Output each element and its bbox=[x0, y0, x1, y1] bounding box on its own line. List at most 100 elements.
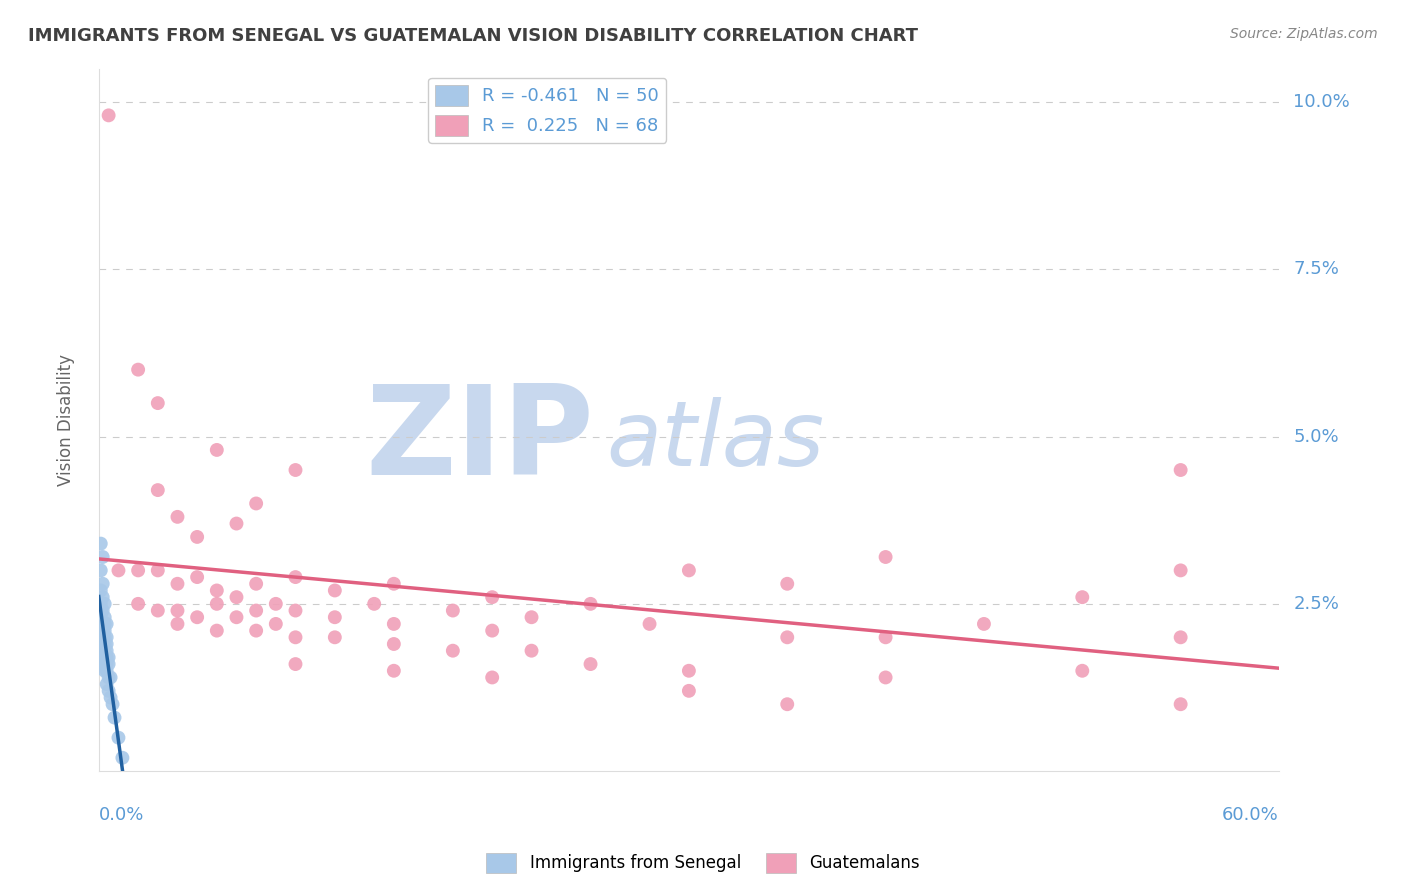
Point bbox=[776, 576, 799, 591]
Point bbox=[205, 583, 228, 598]
Text: 7.5%: 7.5% bbox=[1294, 260, 1339, 278]
Point bbox=[146, 563, 169, 577]
Point bbox=[96, 650, 118, 665]
Point bbox=[91, 549, 114, 564]
Point bbox=[166, 576, 188, 591]
Point bbox=[481, 670, 503, 684]
Point bbox=[264, 597, 287, 611]
Point bbox=[776, 630, 799, 644]
Point bbox=[90, 610, 112, 624]
Point bbox=[90, 603, 112, 617]
Point bbox=[245, 603, 267, 617]
Point bbox=[382, 576, 405, 591]
Point bbox=[245, 576, 267, 591]
Point bbox=[93, 650, 115, 665]
Point bbox=[875, 670, 897, 684]
Point bbox=[90, 637, 112, 651]
Point bbox=[90, 563, 112, 577]
Point bbox=[127, 563, 149, 577]
Point bbox=[93, 630, 115, 644]
Point bbox=[93, 643, 115, 657]
Point bbox=[323, 630, 346, 644]
Point bbox=[166, 509, 188, 524]
Point bbox=[96, 657, 118, 671]
Point bbox=[97, 650, 120, 665]
Point bbox=[678, 563, 700, 577]
Point bbox=[284, 603, 307, 617]
Point bbox=[579, 597, 602, 611]
Text: ZIP: ZIP bbox=[366, 380, 595, 501]
Point bbox=[91, 657, 114, 671]
Y-axis label: Vision Disability: Vision Disability bbox=[58, 354, 75, 486]
Point bbox=[520, 643, 543, 657]
Point bbox=[91, 603, 114, 617]
Point bbox=[107, 731, 129, 745]
Point bbox=[638, 616, 661, 631]
Point bbox=[97, 108, 120, 122]
Point bbox=[97, 683, 120, 698]
Point bbox=[90, 624, 112, 638]
Point bbox=[91, 590, 114, 604]
Point bbox=[101, 697, 124, 711]
Point bbox=[97, 657, 120, 671]
Point bbox=[100, 690, 122, 705]
Point bbox=[90, 597, 112, 611]
Text: IMMIGRANTS FROM SENEGAL VS GUATEMALAN VISION DISABILITY CORRELATION CHART: IMMIGRANTS FROM SENEGAL VS GUATEMALAN VI… bbox=[28, 27, 918, 45]
Point bbox=[363, 597, 385, 611]
Point bbox=[91, 637, 114, 651]
Point bbox=[579, 657, 602, 671]
Point bbox=[97, 670, 120, 684]
Point bbox=[96, 643, 118, 657]
Point bbox=[323, 583, 346, 598]
Point bbox=[520, 610, 543, 624]
Point bbox=[1170, 563, 1192, 577]
Point bbox=[103, 710, 125, 724]
Point bbox=[93, 637, 115, 651]
Point bbox=[90, 583, 112, 598]
Point bbox=[441, 643, 464, 657]
Point bbox=[1071, 664, 1094, 678]
Point bbox=[973, 616, 995, 631]
Point bbox=[166, 603, 188, 617]
Point bbox=[93, 624, 115, 638]
Point bbox=[127, 362, 149, 376]
Point bbox=[225, 590, 247, 604]
Point bbox=[245, 496, 267, 510]
Point bbox=[875, 630, 897, 644]
Point bbox=[93, 664, 115, 678]
Point bbox=[146, 603, 169, 617]
Point bbox=[96, 637, 118, 651]
Point bbox=[96, 616, 118, 631]
Point bbox=[111, 751, 134, 765]
Text: 5.0%: 5.0% bbox=[1294, 427, 1339, 446]
Point bbox=[93, 597, 115, 611]
Point bbox=[107, 563, 129, 577]
Point bbox=[776, 697, 799, 711]
Point bbox=[205, 442, 228, 457]
Point bbox=[90, 536, 112, 550]
Point bbox=[678, 683, 700, 698]
Point bbox=[284, 630, 307, 644]
Point bbox=[481, 624, 503, 638]
Point bbox=[100, 670, 122, 684]
Point bbox=[875, 549, 897, 564]
Point bbox=[146, 483, 169, 497]
Text: 60.0%: 60.0% bbox=[1222, 806, 1279, 824]
Point bbox=[284, 463, 307, 477]
Point bbox=[1170, 463, 1192, 477]
Point bbox=[93, 657, 115, 671]
Text: atlas: atlas bbox=[606, 397, 824, 485]
Point bbox=[186, 610, 208, 624]
Point bbox=[90, 630, 112, 644]
Point bbox=[382, 637, 405, 651]
Point bbox=[186, 570, 208, 584]
Text: 10.0%: 10.0% bbox=[1294, 93, 1350, 111]
Legend: R = -0.461   N = 50, R =  0.225   N = 68: R = -0.461 N = 50, R = 0.225 N = 68 bbox=[429, 78, 666, 143]
Text: 0.0%: 0.0% bbox=[98, 806, 145, 824]
Point bbox=[245, 624, 267, 638]
Point bbox=[481, 590, 503, 604]
Point bbox=[96, 630, 118, 644]
Point bbox=[441, 603, 464, 617]
Point bbox=[284, 657, 307, 671]
Point bbox=[146, 396, 169, 410]
